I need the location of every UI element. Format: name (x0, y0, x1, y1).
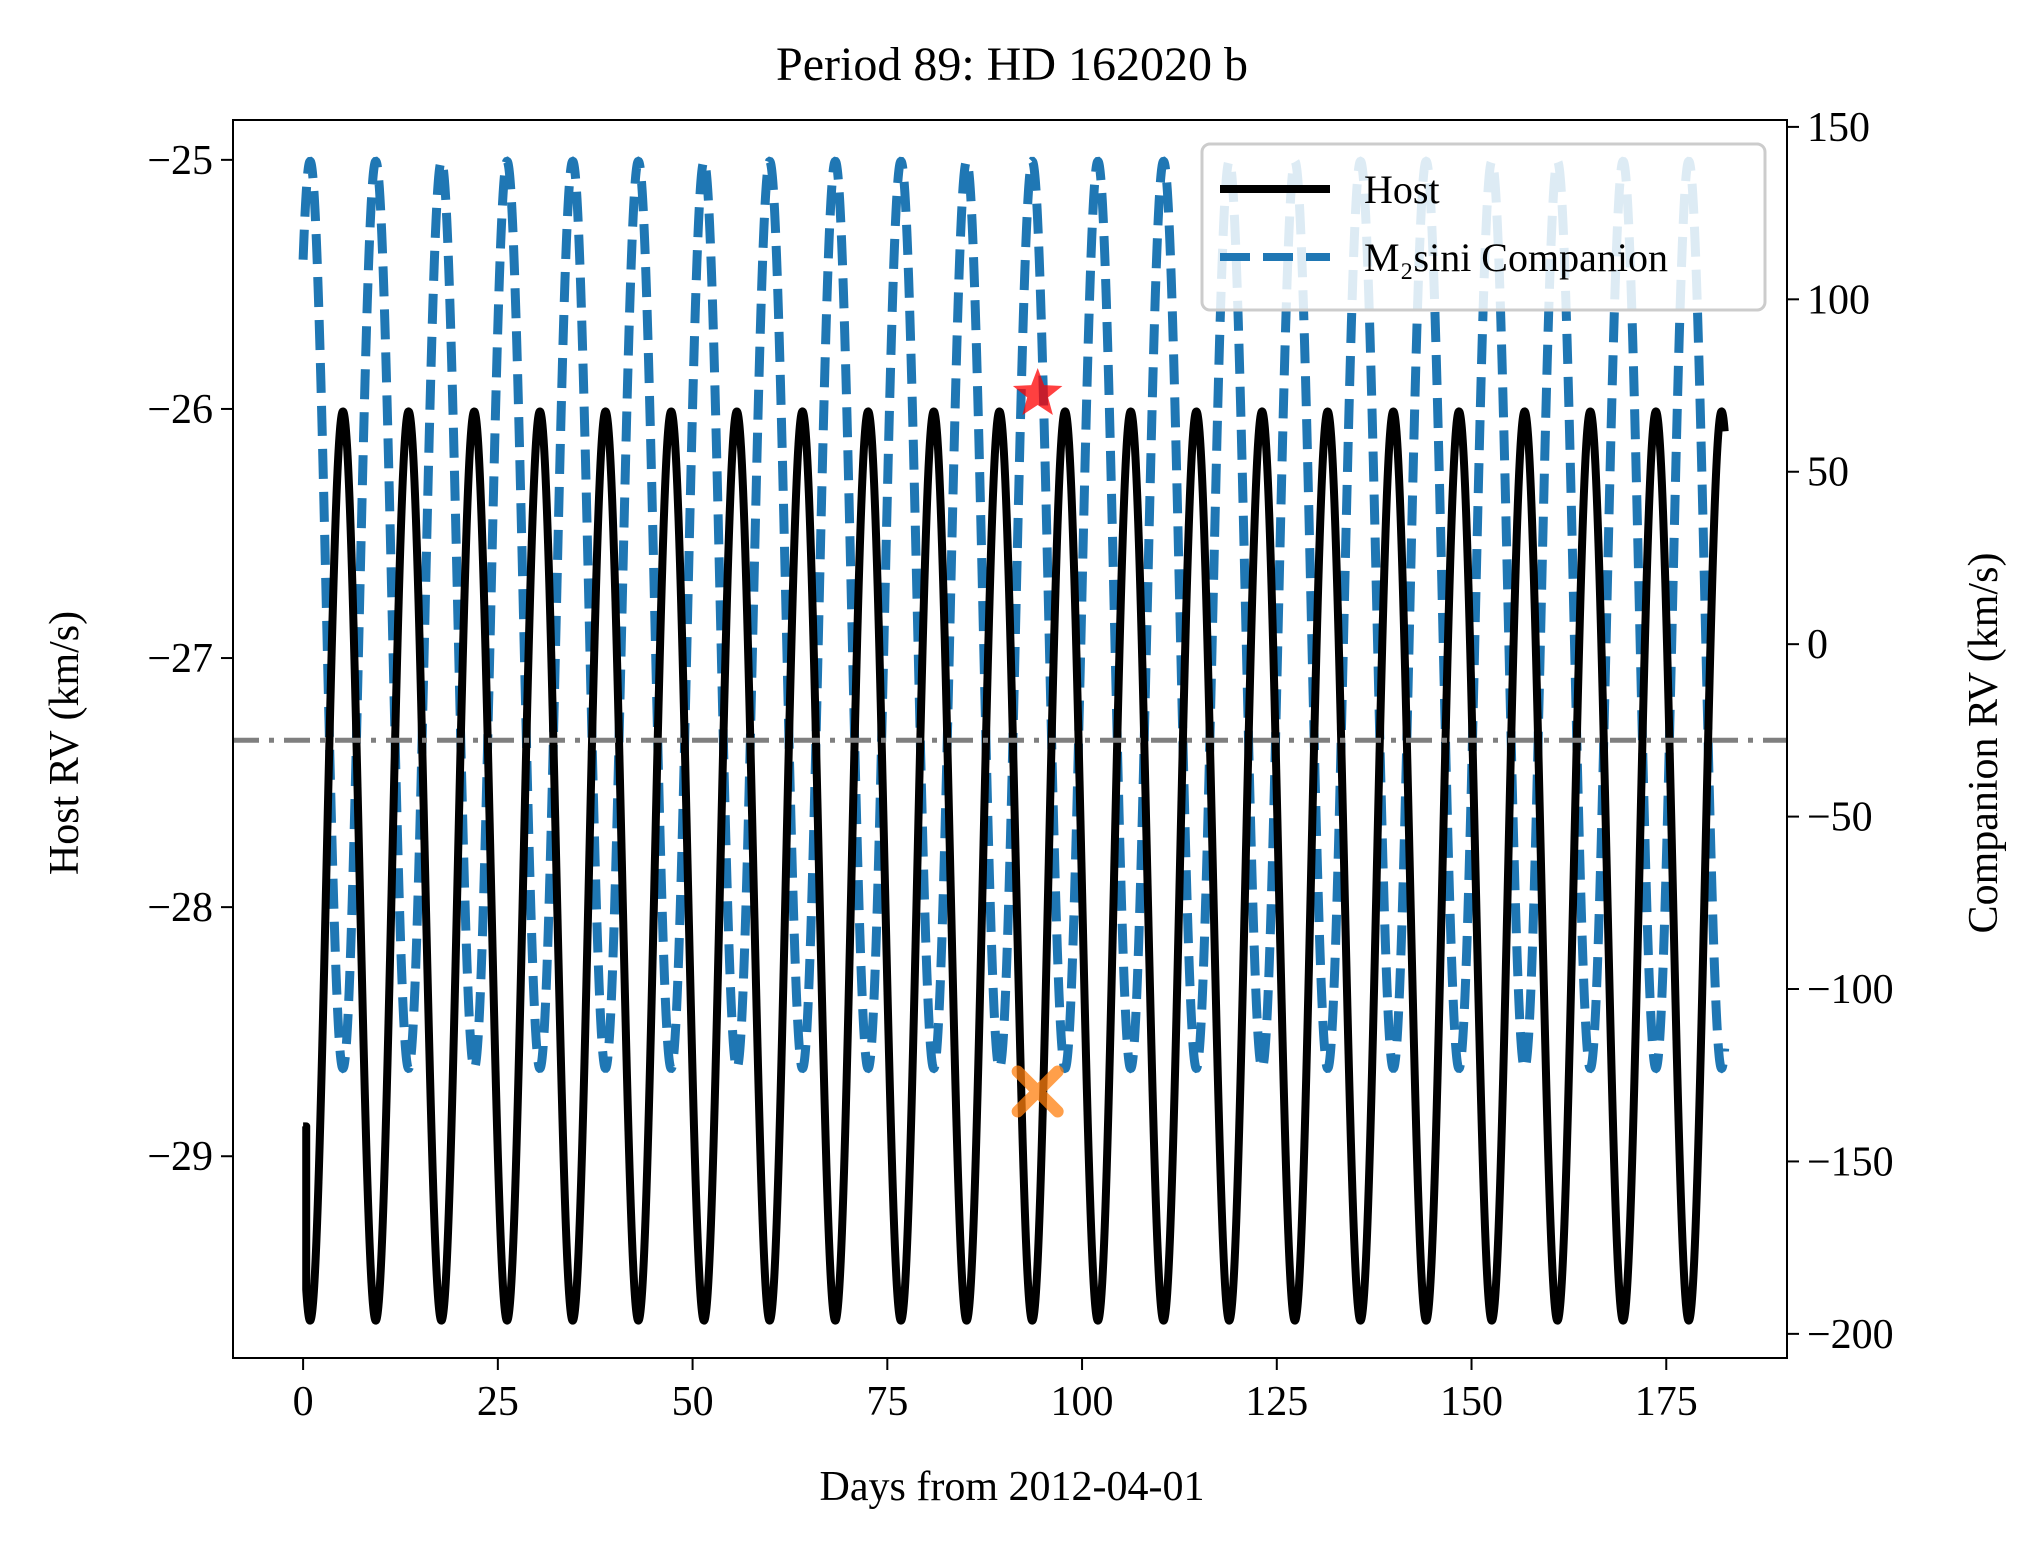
y-tick-label-left: −29 (147, 1134, 213, 1180)
x-tick-label: 175 (1635, 1379, 1698, 1425)
chart-title: Period 89: HD 162020 b (776, 38, 1248, 91)
observation-x-marker (1011, 1065, 1064, 1118)
x-tick-label: 150 (1440, 1379, 1503, 1425)
legend: Host M₂sini Companion (1200, 142, 1767, 312)
y-tick-label-right: −150 (1807, 1139, 1894, 1185)
y-tick-label-right: −200 (1807, 1312, 1894, 1358)
y-tick-label-right: −50 (1807, 795, 1873, 841)
plot-area (233, 156, 1787, 1325)
y-tick-label-left: −27 (147, 636, 213, 682)
y-tick-label-right: 0 (1807, 622, 1828, 668)
x-axis-label: Days from 2012-04-01 (820, 1464, 1205, 1510)
x-tick-label: 50 (672, 1379, 714, 1425)
legend-companion-label: M₂sini Companion (1364, 235, 1668, 280)
y-tick-label-right: 100 (1807, 277, 1870, 323)
axes: 0 25 50 75 100 125 150 175 −25 −26 −27 −28 −29 150 100… (147, 105, 1893, 1425)
observation-x-stroke (1011, 1065, 1064, 1118)
y-tick-label-left: −25 (147, 138, 213, 184)
y-tick-label-left: −28 (147, 885, 213, 931)
x-tick-label: 25 (477, 1379, 519, 1425)
x-tick-label: 100 (1051, 1379, 1114, 1425)
x-tick-label: 125 (1245, 1379, 1308, 1425)
host-rv-line (302, 407, 1729, 1325)
x-tick-label: 0 (293, 1379, 314, 1425)
y-axis-label-left: Host RV (km/s) (42, 611, 88, 875)
observation-star-marker (1012, 368, 1063, 415)
x-tick-label: 75 (866, 1379, 908, 1425)
legend-host-label: Host (1364, 167, 1440, 212)
y-tick-label-left: −26 (147, 387, 213, 433)
legend-box (1200, 142, 1767, 312)
plot-frame (232, 119, 1788, 1359)
y-axis-label-right: Companion RV (km/s) (1961, 553, 2007, 934)
y-tick-label-right: −100 (1807, 967, 1894, 1013)
y-tick-label-right: 50 (1807, 450, 1849, 496)
y-tick-label-right: 150 (1807, 105, 1870, 151)
